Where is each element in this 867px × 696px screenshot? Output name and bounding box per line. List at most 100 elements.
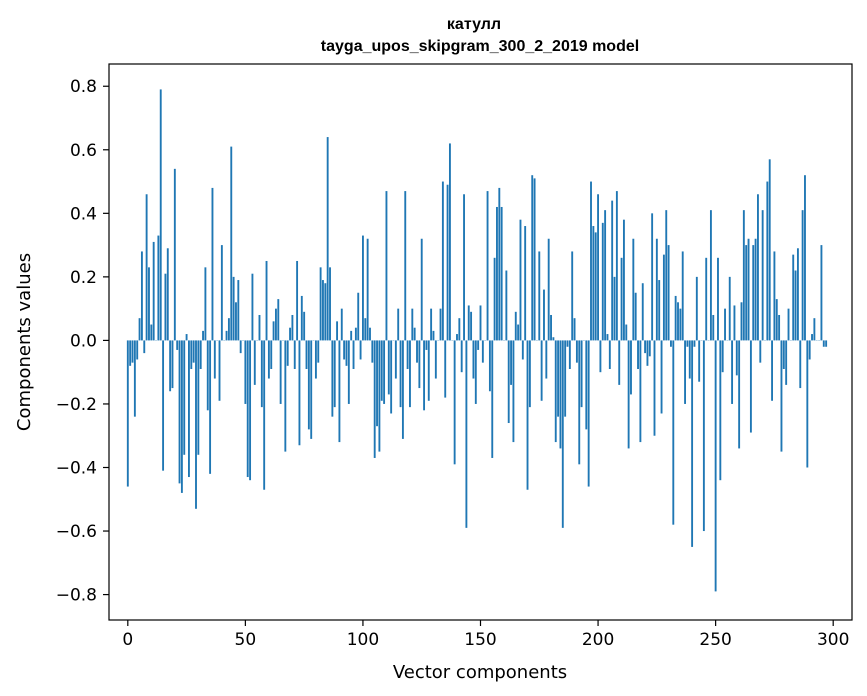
bar: [806, 340, 809, 468]
bar: [326, 137, 329, 341]
bar: [472, 340, 475, 379]
bar: [540, 340, 543, 401]
bar: [303, 311, 306, 341]
x-tick-label: 300: [817, 630, 849, 650]
bar: [528, 340, 531, 408]
bar: [432, 330, 435, 341]
bar: [677, 302, 679, 341]
y-axis-ticks: −0.8 −0.6 −0.4 −0.2 0.0 0.2 0.4 0.6 0.8: [56, 77, 109, 606]
bar: [164, 273, 167, 341]
bar: [738, 340, 741, 449]
bar: [733, 305, 736, 341]
bar: [524, 226, 527, 341]
bar: [140, 251, 143, 341]
bar: [693, 340, 696, 347]
bar: [404, 191, 407, 341]
bar: [265, 260, 268, 341]
bar: [719, 340, 722, 481]
bar: [486, 191, 489, 341]
bar: [481, 340, 484, 363]
bar: [564, 340, 567, 417]
bar: [474, 340, 477, 404]
bar: [521, 340, 524, 360]
bar: [197, 340, 200, 455]
bar: [460, 340, 463, 373]
bar: [500, 206, 503, 341]
bar: [319, 267, 322, 341]
bar: [209, 340, 212, 474]
bar: [601, 222, 604, 341]
bar: [157, 235, 160, 341]
bar: [364, 318, 367, 341]
bar: [526, 340, 529, 490]
bar: [630, 340, 632, 395]
x-tick-label: 100: [347, 630, 379, 650]
bar: [604, 210, 607, 341]
bar: [463, 194, 465, 341]
bar: [310, 340, 313, 439]
bar: [599, 340, 602, 373]
bar: [571, 251, 574, 341]
bar: [371, 340, 374, 363]
bar: [538, 251, 541, 341]
chart-title: катулл: [447, 16, 501, 33]
x-axis-ticks: 0 50 100 150 200 250 300: [122, 620, 849, 650]
bar: [225, 330, 228, 341]
bar: [272, 321, 275, 341]
x-tick-label: 150: [464, 630, 496, 650]
bar: [808, 340, 811, 360]
bar: [133, 340, 136, 417]
bar: [575, 340, 578, 363]
bar: [314, 340, 317, 379]
bar: [632, 238, 635, 341]
bar: [662, 254, 665, 341]
bar: [206, 340, 209, 411]
bar: [702, 340, 705, 532]
bar: [514, 311, 517, 341]
bar: [291, 314, 294, 341]
bar: [519, 219, 522, 341]
bar: [317, 340, 320, 363]
bar: [622, 219, 625, 341]
bar: [439, 308, 442, 341]
bar: [590, 181, 592, 341]
bar: [190, 340, 193, 369]
bar: [267, 340, 270, 379]
bar: [305, 340, 308, 369]
bar: [148, 267, 150, 341]
bar: [766, 181, 769, 341]
bar: [430, 308, 433, 341]
bar: [592, 226, 595, 341]
bar: [775, 299, 778, 341]
bar: [665, 210, 668, 341]
y-tick-label: 0.6: [70, 141, 97, 161]
y-axis-label: Components values: [14, 253, 35, 431]
bar: [467, 305, 470, 341]
bar: [498, 187, 501, 341]
bar: [270, 340, 273, 369]
bar: [275, 308, 277, 341]
bar: [620, 257, 623, 341]
bar: [235, 302, 237, 341]
bar: [322, 280, 324, 341]
bar: [780, 340, 783, 452]
bar: [625, 324, 628, 341]
bar: [376, 340, 378, 427]
bar: [253, 340, 256, 385]
bar: [637, 340, 639, 369]
bar: [373, 340, 376, 458]
bar: [742, 210, 745, 341]
bar: [453, 340, 456, 465]
bar: [639, 340, 642, 443]
bar: [420, 238, 423, 341]
bar: [380, 340, 383, 401]
bar: [757, 194, 759, 341]
bar: [547, 238, 550, 341]
bar: [399, 340, 402, 408]
bar: [413, 327, 416, 341]
bar: [293, 340, 296, 369]
bar: [714, 340, 717, 592]
bar: [178, 340, 181, 484]
bar: [517, 324, 520, 341]
bar: [724, 308, 726, 341]
